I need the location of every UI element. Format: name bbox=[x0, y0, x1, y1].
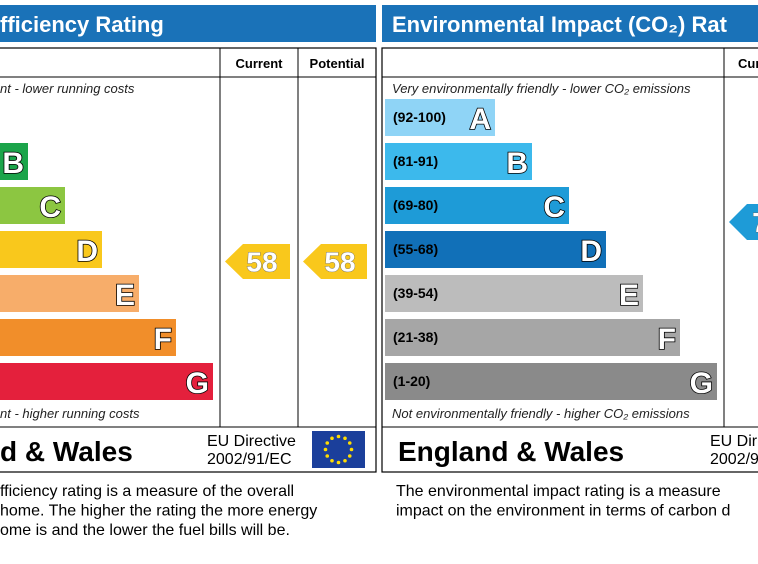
star bbox=[323, 447, 328, 452]
description: ome is and the lower the fuel bills will… bbox=[0, 522, 290, 539]
band-letter: D bbox=[580, 235, 602, 268]
rating-value: 58 bbox=[324, 247, 355, 278]
band-letter: D bbox=[76, 235, 98, 268]
rating-value: 7 bbox=[752, 207, 758, 238]
band-letter: B bbox=[506, 147, 528, 180]
rating-value: 58 bbox=[246, 247, 277, 278]
band-note: Not environmentally friendly - higher CO… bbox=[392, 406, 690, 421]
star bbox=[330, 458, 334, 463]
right-header-bar bbox=[382, 5, 758, 42]
rating-band bbox=[385, 99, 495, 136]
star bbox=[349, 447, 354, 452]
rating-band bbox=[0, 275, 139, 312]
directive: 2002/9 bbox=[710, 451, 758, 468]
panel-title: Environmental Impact (CO₂) Rat bbox=[392, 12, 728, 37]
rating-band bbox=[385, 143, 532, 180]
band-letter: G bbox=[690, 367, 713, 400]
band-letter: G bbox=[186, 367, 209, 400]
band-letter: F bbox=[154, 323, 172, 356]
directive: EU Dir bbox=[710, 433, 758, 450]
star bbox=[325, 441, 330, 445]
star bbox=[336, 460, 341, 465]
star bbox=[343, 436, 347, 441]
band-letter: A bbox=[469, 103, 491, 136]
star bbox=[330, 436, 334, 441]
band-range: (1-20) bbox=[393, 373, 430, 389]
rating-band bbox=[0, 143, 28, 180]
rating-arrow bbox=[303, 244, 367, 279]
star bbox=[336, 434, 341, 439]
rating-band bbox=[0, 319, 176, 356]
rating-band bbox=[0, 187, 65, 224]
band-range: (55-68) bbox=[393, 241, 438, 257]
eu-stars bbox=[323, 434, 354, 465]
rating-arrow bbox=[225, 244, 290, 279]
band-letter: E bbox=[115, 279, 135, 312]
band-note: nt - higher running costs bbox=[0, 406, 140, 421]
description: The environmental impact rating is a mea… bbox=[396, 483, 721, 500]
band-letter: C bbox=[39, 191, 61, 224]
star bbox=[347, 441, 352, 445]
description: impact on the environment in terms of ca… bbox=[396, 503, 730, 520]
band-letter: C bbox=[543, 191, 565, 224]
star bbox=[347, 454, 352, 458]
column-header: Potential bbox=[310, 56, 365, 71]
band-range: (21-38) bbox=[393, 329, 438, 345]
band-range: (92-100) bbox=[393, 109, 446, 125]
star bbox=[325, 454, 330, 458]
column-header: Cur bbox=[738, 56, 758, 71]
country: d & Wales bbox=[0, 436, 133, 467]
column-header: Current bbox=[236, 56, 284, 71]
band-letter: B bbox=[2, 147, 24, 180]
band-note: nt - lower running costs bbox=[0, 81, 135, 96]
rating-band bbox=[385, 231, 606, 268]
country: England & Wales bbox=[398, 436, 624, 467]
band-range: (81-91) bbox=[393, 153, 438, 169]
left-frame bbox=[0, 47, 377, 473]
right-frame bbox=[381, 47, 758, 473]
rating-band bbox=[385, 363, 717, 400]
rating-band bbox=[0, 363, 213, 400]
description: home. The higher the rating the more ene… bbox=[0, 503, 317, 520]
rating-arrow bbox=[729, 204, 758, 240]
band-note: Very environmentally friendly - lower CO… bbox=[392, 81, 691, 96]
band-letter: F bbox=[658, 323, 676, 356]
rating-band bbox=[385, 319, 680, 356]
description: fficiency rating is a measure of the ove… bbox=[0, 483, 294, 500]
rating-band bbox=[0, 231, 102, 268]
directive: EU Directive bbox=[207, 433, 296, 450]
band-range: (39-54) bbox=[393, 285, 438, 301]
panel-title: fficiency Rating bbox=[0, 12, 164, 37]
directive: 2002/91/EC bbox=[207, 451, 292, 468]
band-range: (69-80) bbox=[393, 197, 438, 213]
rating-band bbox=[385, 187, 569, 224]
rating-band bbox=[385, 275, 643, 312]
left-header-bar bbox=[0, 5, 376, 42]
star bbox=[343, 458, 347, 463]
band-letter: E bbox=[619, 279, 639, 312]
